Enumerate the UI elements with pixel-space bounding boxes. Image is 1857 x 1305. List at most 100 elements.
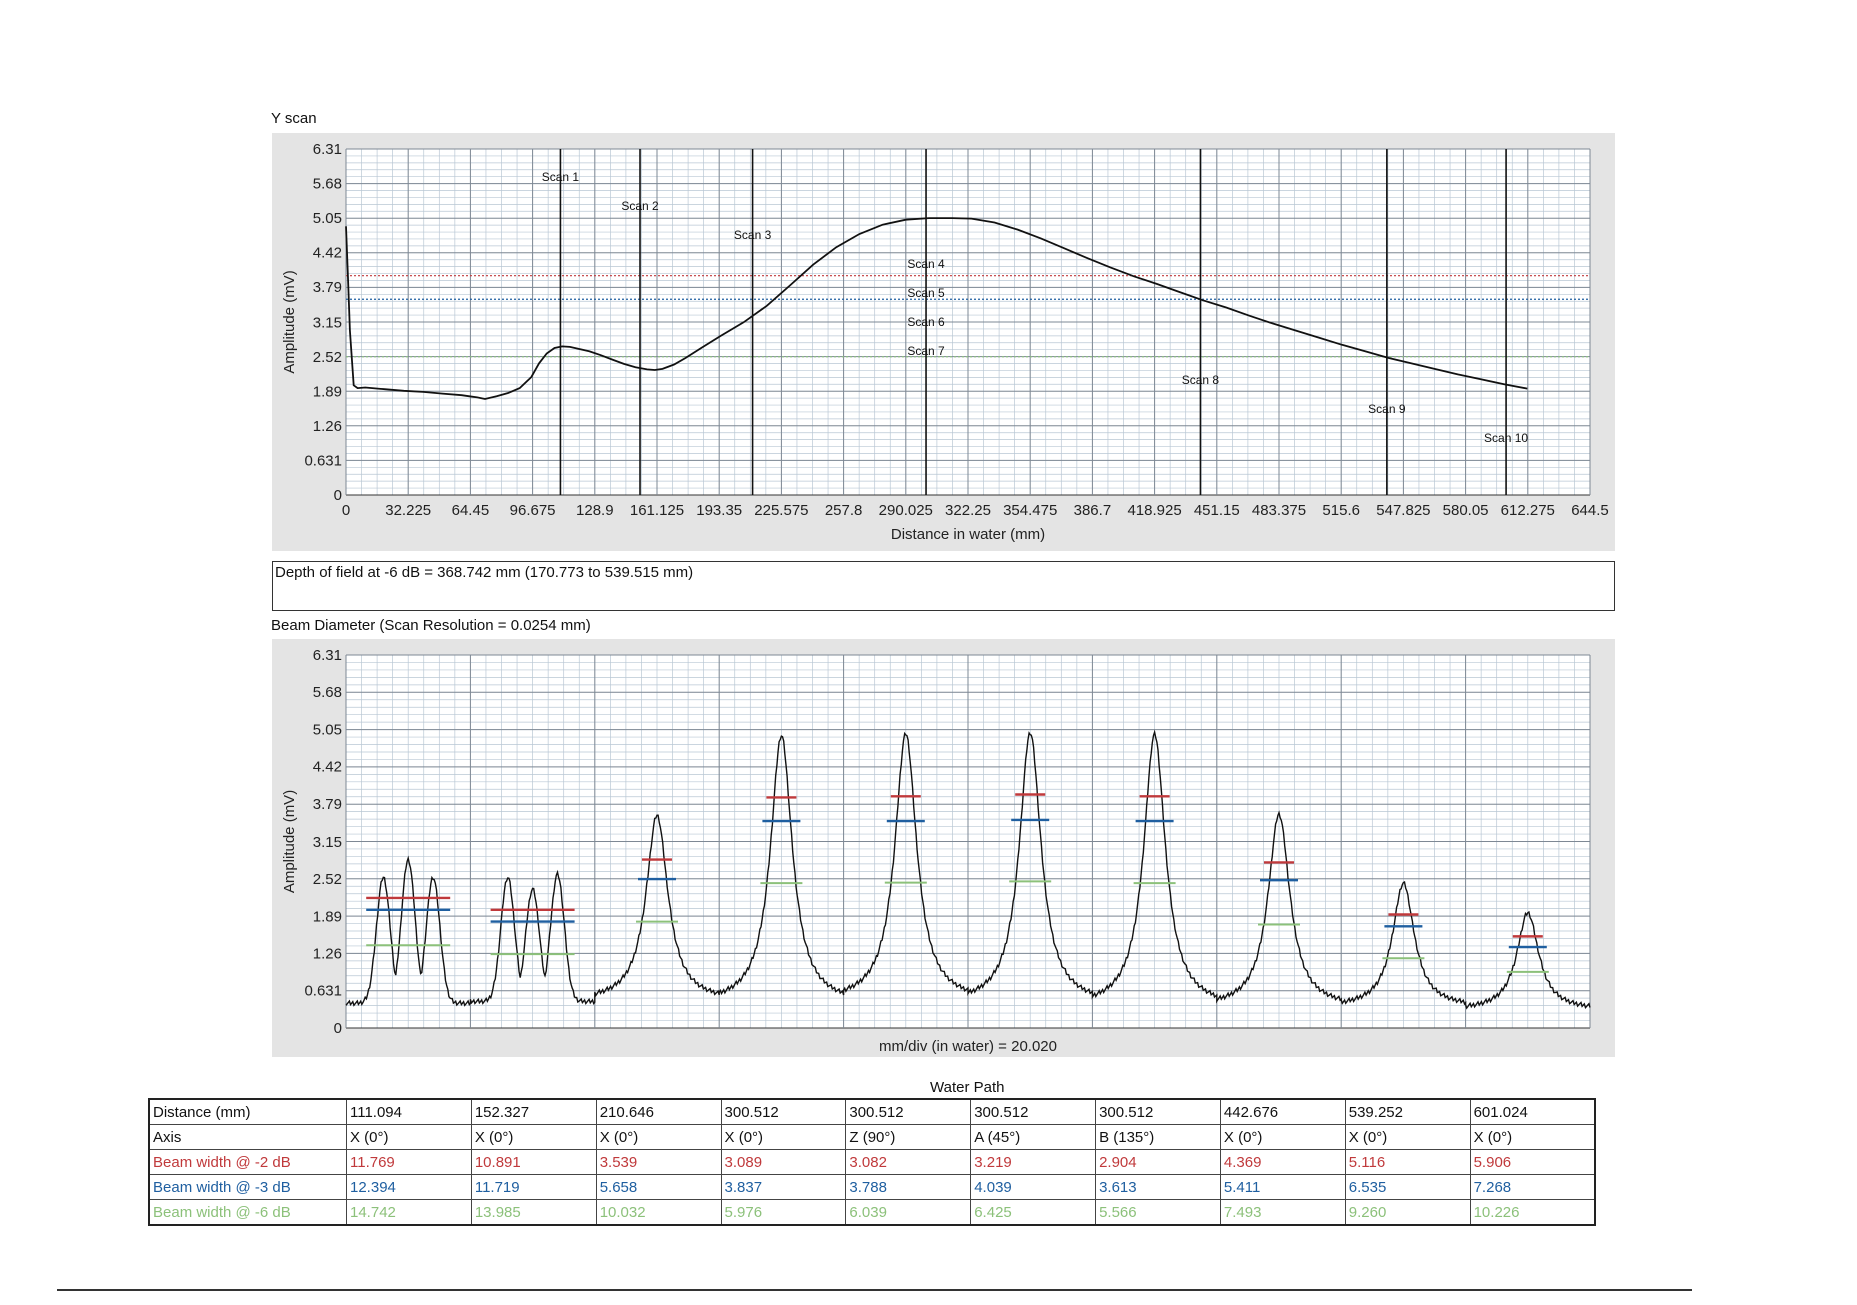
y-tick-label: 4.42 <box>313 245 342 262</box>
amplitude-line <box>345 217 1528 400</box>
beam-profile-line <box>345 729 1591 1010</box>
table-cell: B (135°) <box>1095 1124 1221 1150</box>
table-cell: X (0°) <box>1219 1124 1346 1150</box>
water-path-title: Water Path <box>930 1079 1005 1096</box>
x-tick-label: 32.225 <box>385 502 431 519</box>
y-tick-label: 3.79 <box>313 279 342 296</box>
scan-label: Scan 7 <box>907 344 945 358</box>
table-cell: 10.891 <box>470 1149 597 1175</box>
scan-label: Scan 10 <box>1484 431 1528 445</box>
y-tick-label: 5.05 <box>313 721 342 738</box>
row-label: Beam width @ -6 dB <box>148 1199 347 1226</box>
table-cell: 111.094 <box>346 1098 472 1125</box>
table-row: Distance (mm) 111.094 152.327 210.646 300.51… <box>148 1098 1596 1125</box>
depth-of-field-box: Depth of field at -6 dB = 368.742 mm (17… <box>272 561 1615 611</box>
scan-label: Scan 1 <box>542 170 580 184</box>
bottom-divider <box>57 1289 1692 1291</box>
x-axis-label: Distance in water (mm) <box>891 526 1045 543</box>
x-axis-label: mm/div (in water) = 20.020 <box>879 1038 1057 1055</box>
y-axis-label: Amplitude (mV) <box>281 270 298 373</box>
x-tick-label: 515.6 <box>1322 502 1360 519</box>
table-cell: 5.116 <box>1344 1149 1471 1175</box>
scan-label: Scan 9 <box>1368 402 1406 416</box>
table-cell: 11.769 <box>346 1149 472 1175</box>
table-cell: 5.906 <box>1469 1149 1596 1175</box>
x-tick-label: 644.5 <box>1571 502 1609 519</box>
table-cell: 601.024 <box>1469 1098 1596 1125</box>
x-tick-label: 386.7 <box>1074 502 1112 519</box>
y-tick-label: 5.68 <box>313 684 342 701</box>
table-cell: X (0°) <box>595 1124 722 1150</box>
x-tick-label: 64.45 <box>452 502 490 519</box>
x-tick-label: 580.05 <box>1443 502 1489 519</box>
table-cell: 300.512 <box>720 1098 847 1125</box>
table-cell: 3.082 <box>845 1149 972 1175</box>
y-tick-label: 1.26 <box>313 946 342 963</box>
y-tick-label: 0 <box>334 487 342 504</box>
x-tick-label: 257.8 <box>825 502 863 519</box>
table-cell: 4.039 <box>970 1174 1097 1200</box>
table-cell: 152.327 <box>470 1098 597 1125</box>
row-label: Beam width @ -2 dB <box>148 1149 347 1175</box>
x-tick-label: 354.475 <box>1003 502 1057 519</box>
table-cell: 6.535 <box>1344 1174 1471 1200</box>
table-cell: X (0°) <box>1344 1124 1471 1150</box>
table-cell: X (0°) <box>346 1124 472 1150</box>
table-cell: 13.985 <box>470 1199 597 1226</box>
table-cell: 3.089 <box>720 1149 847 1175</box>
table-cell: 5.411 <box>1219 1174 1346 1200</box>
table-cell: 14.742 <box>346 1199 472 1226</box>
scan-label: Scan 3 <box>734 228 772 242</box>
table-cell: 7.493 <box>1219 1199 1346 1226</box>
table-cell: 10.226 <box>1469 1199 1596 1226</box>
x-tick-label: 225.575 <box>754 502 808 519</box>
depth-of-field-text: Depth of field at -6 dB = 368.742 mm (17… <box>275 564 694 581</box>
table-cell: X (0°) <box>720 1124 847 1150</box>
scan-label: Scan 6 <box>907 315 945 329</box>
scan-label: Scan 8 <box>1182 373 1220 387</box>
y-scan-chart: 0 0.631 1.26 1.89 2.52 3.15 3.79 4.42 5.05 5.68 6.… <box>272 133 1615 551</box>
x-tick-label: 451.15 <box>1194 502 1240 519</box>
y-tick-label: 1.26 <box>313 418 342 435</box>
table-cell: 3.613 <box>1095 1174 1221 1200</box>
y-tick-label: 6.31 <box>313 141 342 158</box>
y-tick-label: 0 <box>334 1020 342 1037</box>
y-tick-label: 3.79 <box>313 796 342 813</box>
table-cell: 5.658 <box>595 1174 722 1200</box>
table-cell: Z (90°) <box>845 1124 972 1150</box>
table-row: Axis X (0°) X (0°) X (0°) X (0°) Z (90°) A (45… <box>148 1124 1596 1150</box>
scan-label: Scan 2 <box>621 199 659 213</box>
y-tick-label: 5.68 <box>313 176 342 193</box>
x-tick-label: 193.35 <box>696 502 742 519</box>
y-tick-label: 0.631 <box>304 983 342 1000</box>
y-scan-title: Y scan <box>271 110 317 127</box>
scan-label: Scan 4 <box>907 257 945 271</box>
table-cell: 6.039 <box>845 1199 972 1226</box>
row-label: Axis <box>148 1124 347 1150</box>
table-cell: 300.512 <box>845 1098 972 1125</box>
row-label: Distance (mm) <box>148 1098 347 1125</box>
x-tick-label: 418.925 <box>1127 502 1181 519</box>
y-tick-label: 4.42 <box>313 759 342 776</box>
table-row: Beam width @ -6 dB 14.742 13.985 10.032 5.97… <box>148 1199 1596 1226</box>
table-cell: 442.676 <box>1219 1098 1346 1125</box>
table-cell: X (0°) <box>470 1124 597 1150</box>
table-cell: 5.566 <box>1095 1199 1221 1226</box>
beam-diameter-title: Beam Diameter (Scan Resolution = 0.0254 … <box>271 617 591 634</box>
y-tick-label: 6.31 <box>313 647 342 664</box>
y-tick-label: 5.05 <box>313 210 342 227</box>
table-cell: 12.394 <box>346 1174 472 1200</box>
beam-width-table: Distance (mm) 111.094 152.327 210.646 300.51… <box>148 1098 1596 1226</box>
x-tick-label: 128.9 <box>576 502 614 519</box>
table-cell: 300.512 <box>1095 1098 1221 1125</box>
x-tick-label: 96.675 <box>510 502 556 519</box>
x-tick-label: 161.125 <box>630 502 684 519</box>
x-tick-label: 290.025 <box>879 502 933 519</box>
table-cell: 9.260 <box>1344 1199 1471 1226</box>
table-cell: 3.539 <box>595 1149 722 1175</box>
table-cell: 10.032 <box>595 1199 722 1226</box>
table-cell: 6.425 <box>970 1199 1097 1226</box>
table-cell: 7.268 <box>1469 1174 1596 1200</box>
row-label: Beam width @ -3 dB <box>148 1174 347 1200</box>
table-cell: X (0°) <box>1469 1124 1596 1150</box>
